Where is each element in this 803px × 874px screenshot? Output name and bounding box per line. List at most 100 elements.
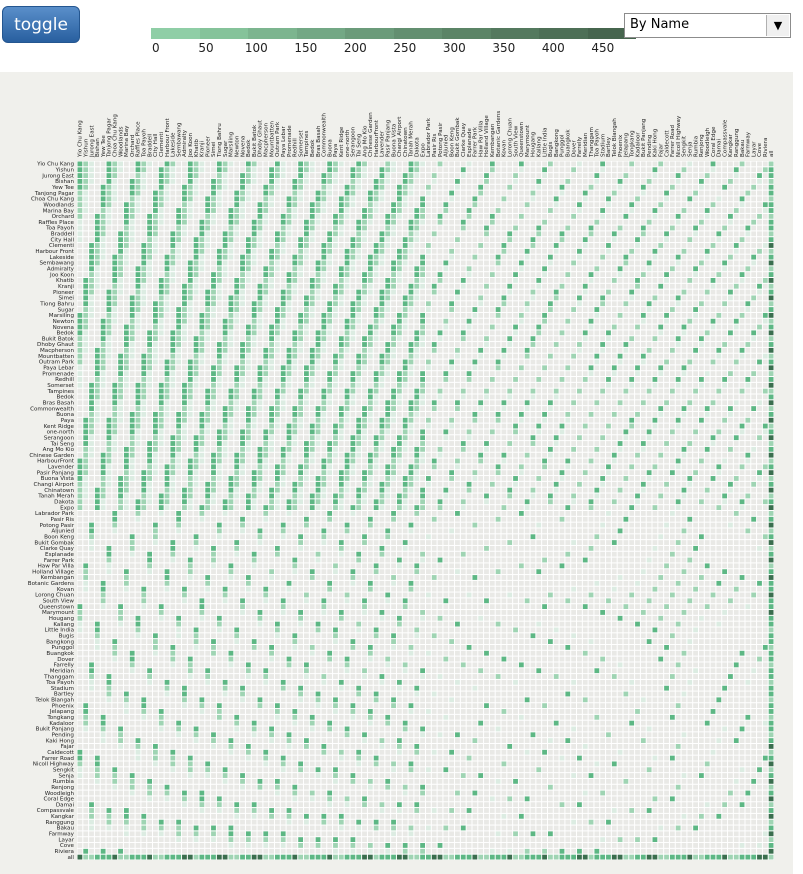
matrix-cell[interactable] (518, 312, 524, 318)
matrix-cell[interactable] (733, 318, 739, 324)
matrix-cell[interactable] (94, 359, 100, 365)
matrix-cell[interactable] (123, 353, 129, 359)
matrix-cell[interactable] (176, 312, 182, 318)
matrix-cell[interactable] (321, 336, 327, 342)
matrix-cell[interactable] (286, 324, 292, 330)
matrix-cell[interactable] (304, 237, 309, 243)
matrix-cell[interactable] (594, 237, 600, 243)
matrix-cell[interactable] (698, 237, 704, 243)
matrix-cell[interactable] (373, 196, 379, 202)
matrix-cell[interactable] (455, 295, 460, 301)
matrix-cell[interactable] (751, 243, 757, 248)
matrix-cell[interactable] (530, 377, 536, 382)
matrix-cell[interactable] (100, 248, 106, 254)
matrix-cell[interactable] (182, 219, 187, 225)
matrix-cell[interactable] (669, 318, 675, 324)
matrix-cell[interactable] (367, 208, 373, 213)
matrix-cell[interactable] (640, 283, 646, 289)
matrix-cell[interactable] (536, 167, 542, 173)
matrix-cell[interactable] (716, 225, 722, 231)
matrix-cell[interactable] (94, 318, 100, 324)
matrix-cell[interactable] (693, 202, 698, 208)
matrix-cell[interactable] (396, 301, 402, 307)
matrix-cell[interactable] (693, 219, 698, 225)
matrix-cell[interactable] (635, 278, 640, 283)
matrix-cell[interactable] (112, 266, 118, 272)
matrix-cell[interactable] (292, 161, 298, 167)
matrix-cell[interactable] (158, 213, 164, 219)
matrix-cell[interactable] (129, 307, 135, 312)
matrix-cell[interactable] (298, 301, 304, 307)
matrix-cell[interactable] (141, 173, 147, 178)
matrix-cell[interactable] (100, 225, 106, 231)
matrix-cell[interactable] (245, 353, 251, 359)
matrix-cell[interactable] (240, 225, 245, 231)
matrix-cell[interactable] (757, 278, 762, 283)
matrix-cell[interactable] (391, 272, 396, 278)
matrix-cell[interactable] (536, 295, 542, 301)
matrix-cell[interactable] (466, 178, 472, 184)
matrix-cell[interactable] (582, 318, 588, 324)
matrix-cell[interactable] (751, 161, 757, 167)
matrix-cell[interactable] (594, 248, 600, 254)
matrix-cell[interactable] (501, 196, 507, 202)
matrix-cell[interactable] (687, 289, 693, 295)
matrix-cell[interactable] (304, 324, 309, 330)
matrix-cell[interactable] (367, 307, 373, 312)
matrix-cell[interactable] (257, 202, 263, 208)
matrix-cell[interactable] (716, 208, 722, 213)
matrix-cell[interactable] (565, 289, 571, 295)
matrix-cell[interactable] (176, 260, 182, 266)
matrix-cell[interactable] (762, 365, 768, 371)
matrix-cell[interactable] (623, 359, 629, 365)
matrix-cell[interactable] (292, 208, 298, 213)
matrix-cell[interactable] (182, 394, 187, 400)
matrix-cell[interactable] (652, 260, 658, 266)
matrix-cell[interactable] (437, 213, 443, 219)
matrix-cell[interactable] (77, 173, 83, 178)
matrix-cell[interactable] (356, 208, 362, 213)
matrix-cell[interactable] (495, 190, 501, 196)
matrix-cell[interactable] (594, 184, 600, 190)
matrix-cell[interactable] (176, 371, 182, 377)
matrix-cell[interactable] (153, 278, 158, 283)
matrix-cell[interactable] (693, 161, 698, 167)
matrix-cell[interactable] (426, 365, 431, 371)
matrix-cell[interactable] (269, 260, 274, 266)
matrix-cell[interactable] (524, 225, 530, 231)
matrix-cell[interactable] (112, 394, 118, 400)
matrix-cell[interactable] (112, 219, 118, 225)
matrix-cell[interactable] (681, 371, 687, 377)
matrix-cell[interactable] (623, 365, 629, 371)
matrix-cell[interactable] (362, 231, 367, 237)
matrix-cell[interactable] (333, 347, 338, 353)
matrix-cell[interactable] (269, 272, 274, 278)
matrix-cell[interactable] (658, 330, 664, 336)
matrix-cell[interactable] (646, 231, 652, 237)
matrix-cell[interactable] (513, 213, 518, 219)
matrix-cell[interactable] (327, 388, 333, 394)
matrix-cell[interactable] (356, 167, 362, 173)
matrix-cell[interactable] (338, 394, 344, 400)
matrix-cell[interactable] (327, 225, 333, 231)
matrix-cell[interactable] (640, 324, 646, 330)
matrix-cell[interactable] (745, 196, 751, 202)
matrix-cell[interactable] (234, 190, 240, 196)
matrix-cell[interactable] (635, 196, 640, 202)
matrix-cell[interactable] (524, 312, 530, 318)
matrix-cell[interactable] (158, 400, 164, 406)
matrix-cell[interactable] (594, 190, 600, 196)
matrix-cell[interactable] (147, 371, 153, 377)
matrix-cell[interactable] (292, 324, 298, 330)
matrix-cell[interactable] (362, 208, 367, 213)
matrix-cell[interactable] (518, 225, 524, 231)
matrix-cell[interactable] (153, 225, 158, 231)
matrix-cell[interactable] (205, 371, 211, 377)
matrix-cell[interactable] (698, 272, 704, 278)
matrix-cell[interactable] (420, 307, 425, 312)
matrix-cell[interactable] (385, 272, 391, 278)
matrix-cell[interactable] (274, 388, 280, 394)
matrix-cell[interactable] (350, 248, 356, 254)
matrix-cell[interactable] (362, 225, 367, 231)
matrix-cell[interactable] (669, 301, 675, 307)
